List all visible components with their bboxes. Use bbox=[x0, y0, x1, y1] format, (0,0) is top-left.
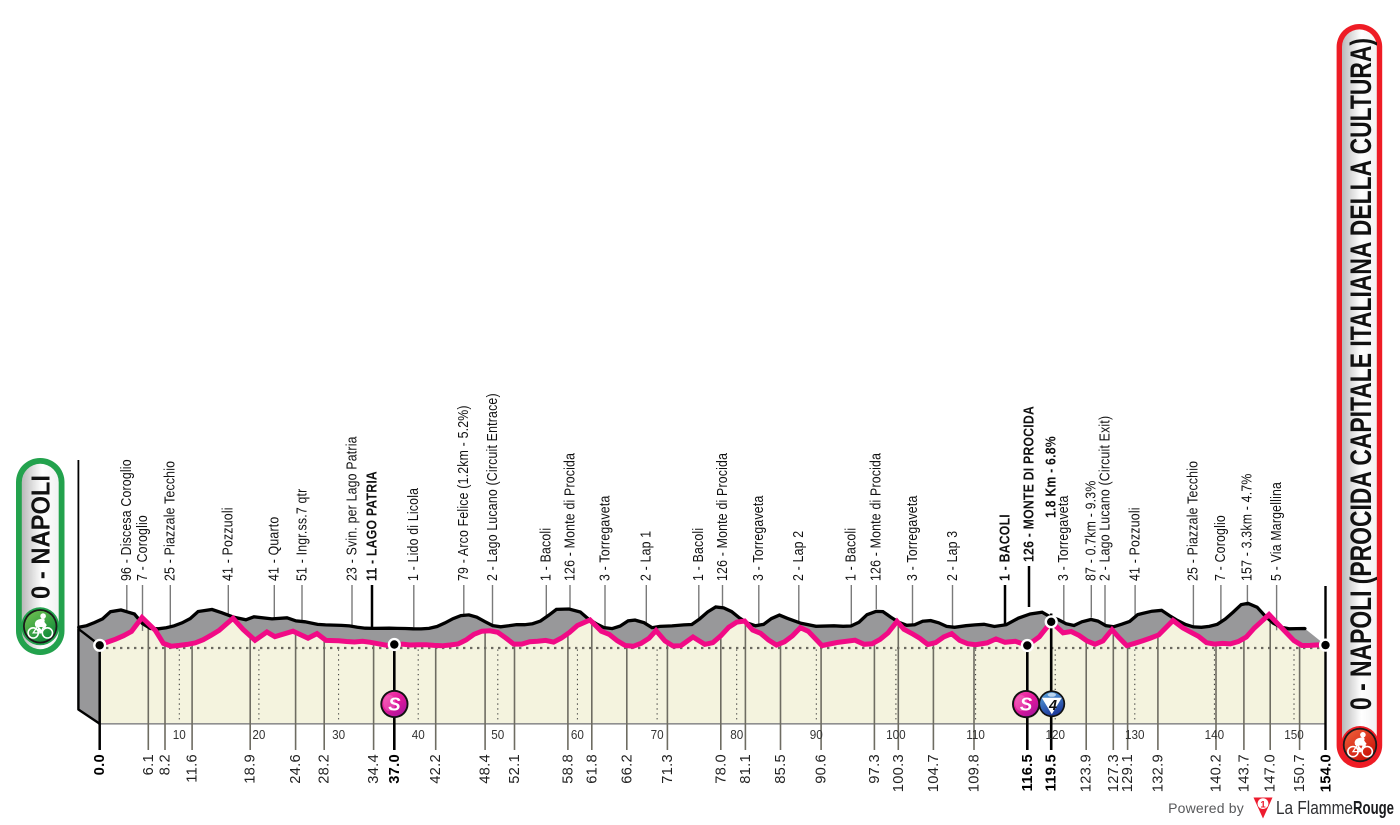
svg-text:28.2: 28.2 bbox=[317, 754, 333, 784]
svg-text:0.0: 0.0 bbox=[92, 754, 108, 775]
svg-text:52.1: 52.1 bbox=[507, 754, 523, 784]
svg-text:34.4: 34.4 bbox=[366, 754, 382, 784]
svg-text:60: 60 bbox=[571, 727, 584, 742]
svg-text:140: 140 bbox=[1205, 727, 1225, 742]
svg-text:87 - 0.7km - 9.3%: 87 - 0.7km - 9.3% bbox=[1082, 481, 1098, 581]
svg-text:140.2: 140.2 bbox=[1208, 754, 1224, 792]
svg-text:110: 110 bbox=[966, 727, 985, 742]
svg-text:0 - NAPOLI: 0 - NAPOLI bbox=[26, 475, 56, 599]
svg-text:104.7: 104.7 bbox=[926, 754, 942, 792]
svg-text:154.0: 154.0 bbox=[1318, 754, 1334, 792]
svg-text:100.3: 100.3 bbox=[891, 754, 907, 792]
svg-text:48.4: 48.4 bbox=[477, 754, 493, 784]
svg-text:2 - Lap 2: 2 - Lap 2 bbox=[790, 531, 806, 581]
svg-text:1 - Bacoli: 1 - Bacoli bbox=[842, 528, 858, 581]
svg-text:S: S bbox=[388, 694, 401, 715]
svg-text:0 - NAPOLI (PROCIDA CAPITALE I: 0 - NAPOLI (PROCIDA CAPITALE ITALIANA DE… bbox=[1345, 38, 1378, 710]
svg-text:1 - Lido di Licola: 1 - Lido di Licola bbox=[405, 488, 421, 581]
svg-text:8.2: 8.2 bbox=[157, 754, 173, 775]
svg-text:7 - Coroglio: 7 - Coroglio bbox=[1212, 515, 1228, 581]
svg-text:3 - Torregaveta: 3 - Torregaveta bbox=[904, 495, 920, 581]
svg-text:58.8: 58.8 bbox=[560, 754, 576, 784]
svg-text:78.0: 78.0 bbox=[713, 754, 729, 784]
svg-text:25 - Piazzale Tecchio: 25 - Piazzale Tecchio bbox=[161, 461, 177, 581]
svg-text:100: 100 bbox=[886, 727, 906, 742]
svg-text:81.1: 81.1 bbox=[738, 754, 754, 784]
svg-text:20: 20 bbox=[252, 727, 265, 742]
svg-text:51 - Ingr.ss.7 qtr: 51 - Ingr.ss.7 qtr bbox=[293, 488, 309, 581]
svg-text:41 - Pozzuoli: 41 - Pozzuoli bbox=[1126, 507, 1142, 581]
svg-text:6.1: 6.1 bbox=[141, 754, 157, 775]
svg-text:25 - Piazzale Tecchio: 25 - Piazzale Tecchio bbox=[1185, 461, 1201, 581]
svg-text:61.8: 61.8 bbox=[584, 754, 600, 784]
svg-text:127.3: 127.3 bbox=[1106, 754, 1122, 792]
svg-text:3 - Torregaveta: 3 - Torregaveta bbox=[750, 495, 766, 581]
svg-text:24.6: 24.6 bbox=[288, 754, 304, 784]
svg-text:90: 90 bbox=[810, 727, 823, 742]
svg-text:71.3: 71.3 bbox=[660, 754, 676, 784]
svg-text:150.7: 150.7 bbox=[1292, 754, 1308, 792]
svg-text:2 - Lago Lucano (Circuit Entra: 2 - Lago Lucano (Circuit Entrace) bbox=[484, 393, 500, 581]
svg-text:11.6: 11.6 bbox=[184, 754, 200, 783]
svg-text:Powered by: Powered by bbox=[1168, 800, 1244, 816]
svg-text:85.5: 85.5 bbox=[773, 754, 789, 784]
svg-text:79 - Arco Felice (1.2km - 5.2%: 79 - Arco Felice (1.2km - 5.2%) bbox=[455, 405, 471, 581]
svg-text:7 - Coroglio: 7 - Coroglio bbox=[134, 515, 150, 581]
svg-text:50: 50 bbox=[491, 727, 504, 742]
svg-text:41 - Quarto: 41 - Quarto bbox=[265, 516, 281, 581]
svg-text:Rouge: Rouge bbox=[1353, 798, 1394, 818]
svg-text:La Flamme: La Flamme bbox=[1276, 798, 1353, 818]
svg-text:5 - Via Margellina: 5 - Via Margellina bbox=[1268, 482, 1284, 581]
svg-text:23 - Svin. per Lago Patria: 23 - Svin. per Lago Patria bbox=[343, 436, 359, 581]
svg-text:157 - 3.3km - 4.7%: 157 - 3.3km - 4.7% bbox=[1239, 473, 1255, 581]
svg-text:37.0: 37.0 bbox=[387, 754, 403, 784]
svg-text:119.5: 119.5 bbox=[1044, 754, 1060, 791]
svg-text:132.9: 132.9 bbox=[1150, 754, 1166, 792]
svg-text:126 - Monte di Procida: 126 - Monte di Procida bbox=[561, 453, 577, 581]
svg-text:120: 120 bbox=[1045, 727, 1065, 742]
svg-text:147.0: 147.0 bbox=[1263, 754, 1279, 792]
svg-text:30: 30 bbox=[332, 727, 345, 742]
svg-text:10: 10 bbox=[173, 727, 186, 742]
svg-text:2 - Lap 1: 2 - Lap 1 bbox=[637, 531, 653, 581]
svg-text:2 - Lago Lucano (Circuit Exit): 2 - Lago Lucano (Circuit Exit) bbox=[1096, 416, 1112, 581]
svg-text:96 - Discesa Coroglio: 96 - Discesa Coroglio bbox=[118, 459, 134, 581]
svg-text:1 - Bacoli: 1 - Bacoli bbox=[690, 528, 706, 581]
svg-text:1.8 Km - 6.8%: 1.8 Km - 6.8% bbox=[1042, 436, 1058, 518]
svg-text:41 - Pozzuoli: 41 - Pozzuoli bbox=[219, 507, 235, 581]
svg-text:126 - Monte di Procida: 126 - Monte di Procida bbox=[867, 453, 883, 581]
svg-text:40: 40 bbox=[412, 727, 425, 742]
svg-text:1 - BACOLI: 1 - BACOLI bbox=[996, 514, 1012, 581]
svg-text:97.3: 97.3 bbox=[867, 754, 883, 784]
svg-text:66.2: 66.2 bbox=[619, 754, 635, 784]
svg-text:123.9: 123.9 bbox=[1079, 754, 1095, 792]
svg-text:126 - Monte di Procida: 126 - Monte di Procida bbox=[714, 453, 730, 581]
svg-text:116.5: 116.5 bbox=[1020, 754, 1036, 791]
svg-text:126 - MONTE DI PROCIDA: 126 - MONTE DI PROCIDA bbox=[1020, 406, 1036, 562]
svg-text:130: 130 bbox=[1125, 727, 1145, 742]
svg-text:80: 80 bbox=[730, 727, 743, 742]
svg-text:42.2: 42.2 bbox=[428, 754, 444, 784]
svg-text:1 - Bacoli: 1 - Bacoli bbox=[537, 528, 553, 581]
svg-text:143.7: 143.7 bbox=[1236, 754, 1252, 792]
svg-text:1: 1 bbox=[1260, 799, 1266, 810]
svg-text:70: 70 bbox=[651, 727, 664, 742]
svg-text:109.8: 109.8 bbox=[966, 754, 982, 792]
svg-text:150: 150 bbox=[1284, 727, 1304, 742]
svg-text:18.9: 18.9 bbox=[243, 754, 259, 784]
svg-text:4: 4 bbox=[1048, 698, 1057, 714]
svg-text:90.6: 90.6 bbox=[813, 754, 829, 784]
svg-text:11 - LAGO PATRIA: 11 - LAGO PATRIA bbox=[363, 471, 379, 581]
svg-text:S: S bbox=[1020, 694, 1033, 715]
svg-text:129.1: 129.1 bbox=[1120, 754, 1136, 792]
svg-text:3 - Torregaveta: 3 - Torregaveta bbox=[1055, 495, 1071, 581]
svg-text:2 - Lap 3: 2 - Lap 3 bbox=[944, 531, 960, 581]
svg-text:3 - Torregaveta: 3 - Torregaveta bbox=[596, 495, 612, 581]
